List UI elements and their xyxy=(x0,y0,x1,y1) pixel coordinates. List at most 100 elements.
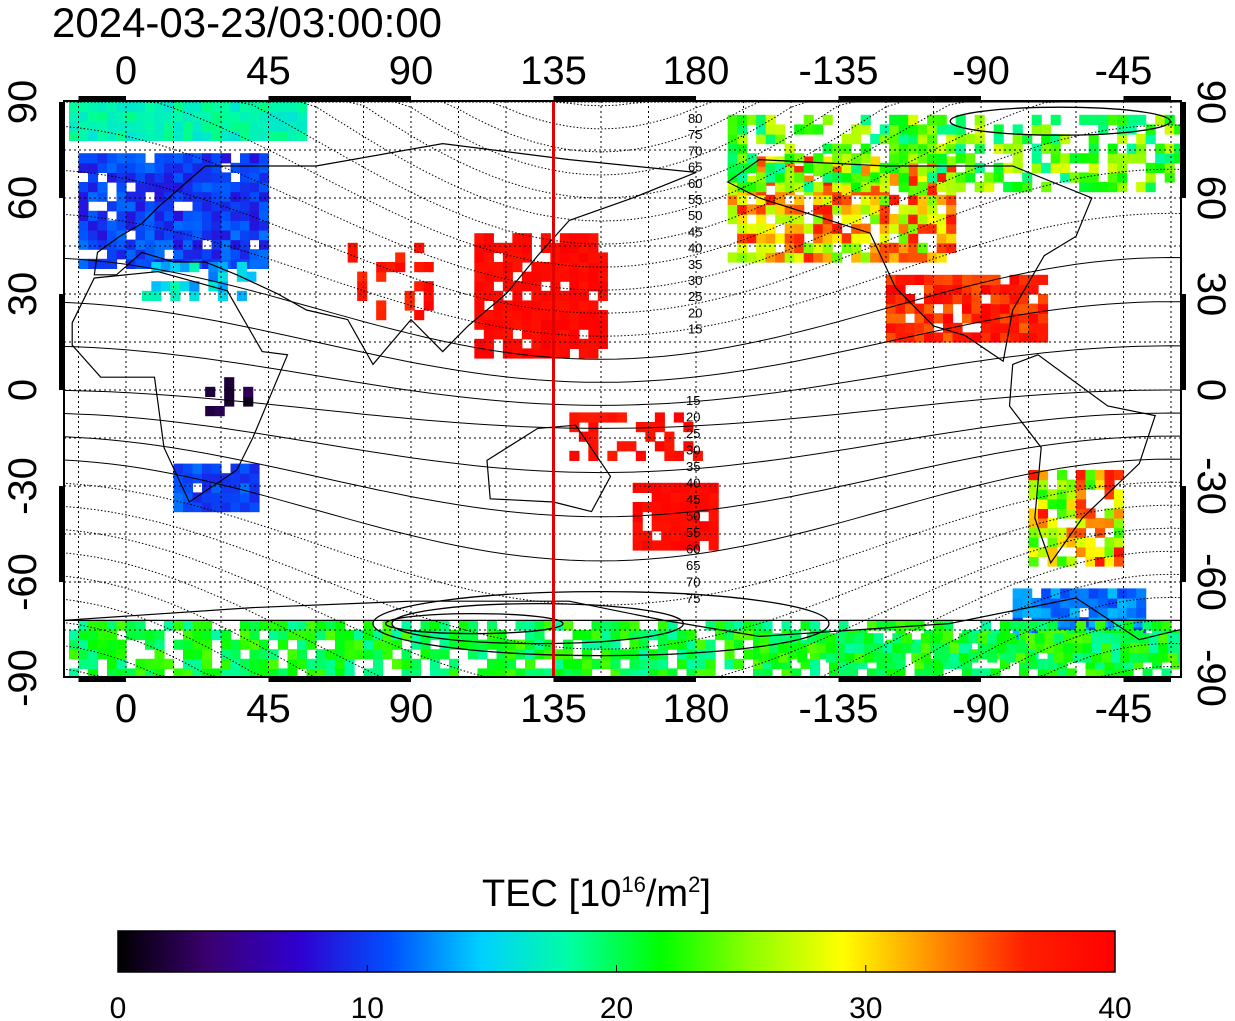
tec-cell xyxy=(927,153,938,164)
tec-cell xyxy=(344,649,355,660)
tec-cell xyxy=(1085,546,1096,557)
frame-bar-left xyxy=(59,486,64,582)
tec-cell xyxy=(468,630,479,641)
tec-cell xyxy=(531,300,542,311)
tec-cell xyxy=(734,630,745,641)
tec-cell xyxy=(756,124,767,135)
tec-cell xyxy=(221,492,232,503)
tec-cell xyxy=(335,620,346,631)
tec-cell xyxy=(1038,527,1049,538)
tec-cell xyxy=(569,310,580,321)
y-tick-label-left: 60 xyxy=(1,176,45,221)
tec-cell xyxy=(160,262,171,273)
tec-cell xyxy=(686,668,697,677)
tec-cell xyxy=(680,492,691,503)
tec-cell xyxy=(727,114,738,125)
tec-cell xyxy=(1019,332,1030,343)
tec-cell xyxy=(550,290,561,301)
tec-cell xyxy=(493,300,504,311)
tec-cell xyxy=(851,134,862,145)
tec-cell xyxy=(154,172,165,183)
tec-cell xyxy=(439,668,450,677)
tec-cell xyxy=(772,658,783,669)
tec-cell xyxy=(762,658,773,669)
tec-cell xyxy=(107,249,118,260)
tec-cell xyxy=(154,639,165,650)
tec-cell xyxy=(240,502,251,513)
tec-cell xyxy=(468,639,479,650)
tec-cell xyxy=(531,281,542,292)
tec-cell xyxy=(860,124,871,135)
tec-cell xyxy=(651,521,662,532)
tec-cell xyxy=(217,290,228,301)
colorbar-title: TEC [1016/m2] xyxy=(482,872,711,915)
tec-cell xyxy=(202,668,213,677)
tec-cell xyxy=(1041,588,1052,599)
tec-cell xyxy=(971,274,982,285)
tec-cell xyxy=(1155,114,1166,125)
tec-cell xyxy=(863,652,874,663)
tec-cell xyxy=(822,114,833,125)
tec-cell xyxy=(249,201,260,212)
tec-cell xyxy=(430,649,441,660)
tec-cell xyxy=(145,658,156,669)
tec-cell xyxy=(69,649,80,660)
tec-cell xyxy=(654,412,665,423)
tec-cell xyxy=(898,172,909,183)
tec-cell xyxy=(1038,658,1049,669)
tec-cell xyxy=(756,166,767,177)
tec-cell xyxy=(230,668,241,677)
tec-cell xyxy=(221,649,232,660)
tec-cell xyxy=(1012,143,1023,154)
tec-cell xyxy=(620,649,631,660)
tec-cell xyxy=(211,111,222,122)
tec-cell xyxy=(268,102,279,113)
tec-cell xyxy=(1019,274,1030,285)
tec-cell xyxy=(895,313,906,324)
tec-cell xyxy=(794,252,805,263)
tec-cell xyxy=(430,630,441,641)
tec-cell xyxy=(1136,134,1147,145)
tec-cell xyxy=(648,668,659,677)
tec-cell xyxy=(990,668,1001,677)
tec-cell xyxy=(886,284,897,295)
tec-cell xyxy=(202,102,213,113)
tec-cell xyxy=(1142,668,1153,677)
tec-cell xyxy=(525,630,536,641)
tec-cell xyxy=(1028,303,1039,314)
tec-cell xyxy=(794,182,805,193)
tec-cell xyxy=(1114,620,1125,631)
tec-cell xyxy=(1038,470,1049,481)
tec-cell xyxy=(879,124,890,135)
tec-cell xyxy=(990,313,1001,324)
tec-cell xyxy=(1136,114,1147,125)
tec-cell xyxy=(97,620,108,631)
tec-cell xyxy=(917,175,928,186)
tec-cell xyxy=(170,262,181,273)
tec-cell xyxy=(955,153,966,164)
tec-cell xyxy=(1085,518,1096,529)
tec-cell xyxy=(192,473,203,484)
tec-cell xyxy=(1104,518,1115,529)
tec-cell xyxy=(705,649,716,660)
tec-cell xyxy=(107,162,118,173)
tec-cell xyxy=(202,620,213,631)
tec-cell xyxy=(914,313,925,324)
tec-cell xyxy=(578,348,589,359)
tec-cell xyxy=(515,639,526,650)
tec-cell xyxy=(78,121,89,132)
frame-bar-right xyxy=(1181,294,1186,390)
tec-cell xyxy=(974,114,985,125)
tec-cell xyxy=(1015,652,1026,663)
tec-cell xyxy=(1085,556,1096,567)
tec-cell xyxy=(1082,633,1093,644)
tec-cell xyxy=(240,210,251,221)
tec-cell xyxy=(192,191,203,202)
tec-cell xyxy=(882,652,893,663)
tec-cell xyxy=(1047,620,1058,631)
tec-cell xyxy=(240,130,251,141)
tec-cell xyxy=(990,303,1001,314)
tec-cell xyxy=(1104,537,1115,548)
tec-cell xyxy=(230,102,241,113)
tec-cell xyxy=(69,111,80,122)
